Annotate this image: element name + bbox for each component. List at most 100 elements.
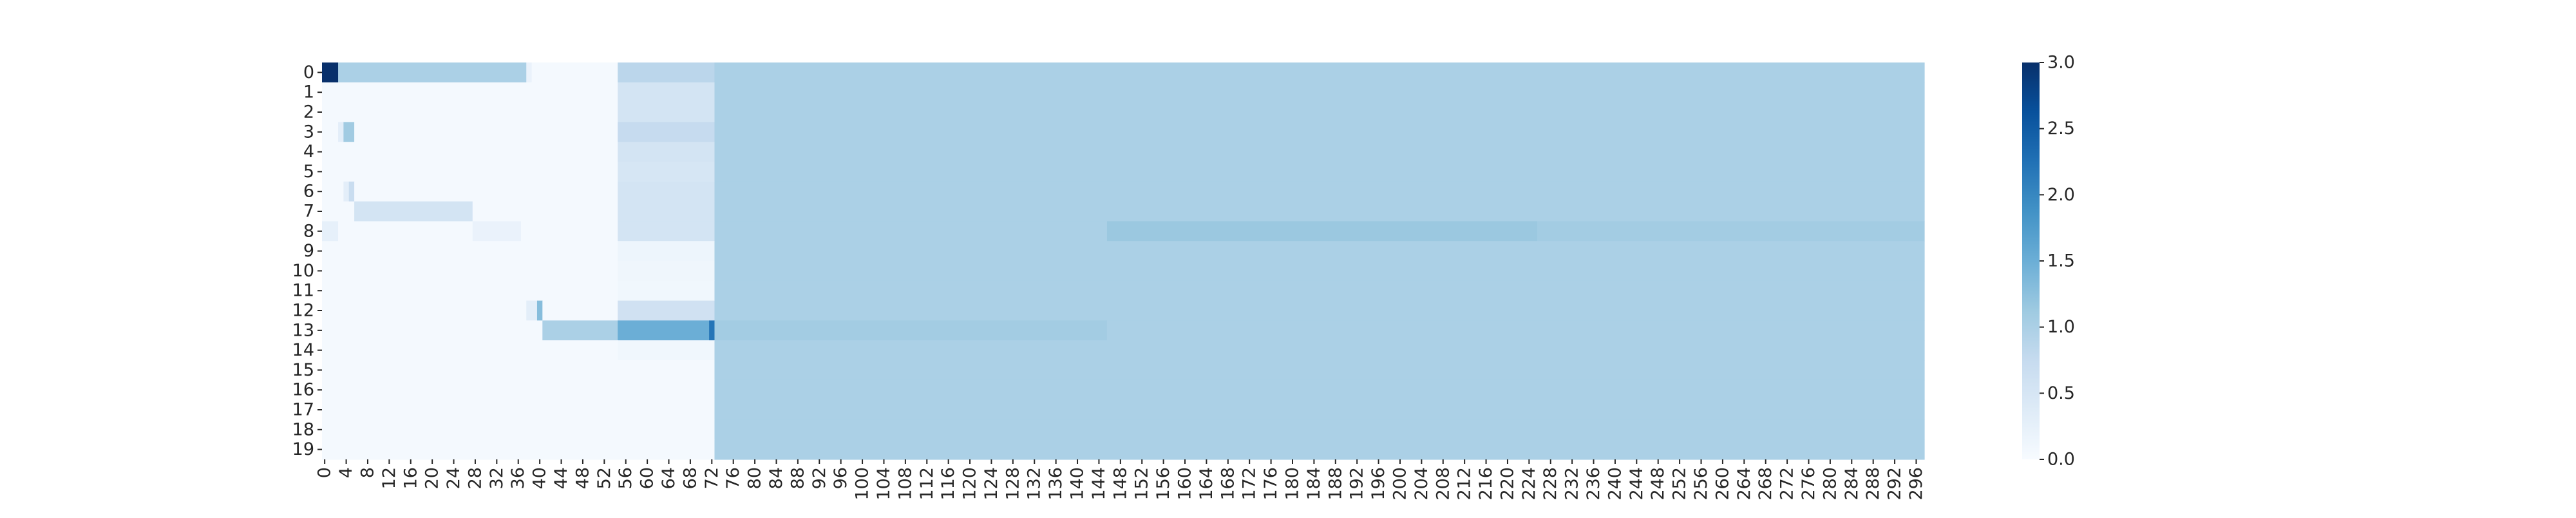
heatmap-cell xyxy=(322,162,618,182)
x-tick-label: 108 xyxy=(895,467,915,501)
x-tick-label: 116 xyxy=(938,467,958,501)
x-tick-label: 176 xyxy=(1261,467,1281,501)
heatmap-cell xyxy=(472,221,522,242)
heatmap-cell xyxy=(526,300,538,321)
y-tick-label: 17 xyxy=(292,400,314,420)
heatmap-cell xyxy=(618,221,715,242)
x-tick-label: 192 xyxy=(1347,467,1367,501)
heatmap-cell xyxy=(322,379,715,401)
x-tick-label: 164 xyxy=(1197,467,1217,501)
heatmap-cell xyxy=(322,181,344,202)
heatmap-cell xyxy=(354,122,618,142)
heatmap-cell xyxy=(714,181,1925,202)
heatmap-cell xyxy=(322,340,618,361)
heatmap-cell xyxy=(354,181,618,202)
x-tick-label: 128 xyxy=(1003,467,1023,501)
heatmap-cell xyxy=(322,62,339,83)
x-tick-label: 24 xyxy=(444,467,464,489)
x-tick-label: 252 xyxy=(1670,467,1690,501)
x-tick-label: 188 xyxy=(1325,467,1345,501)
x-tick-label: 240 xyxy=(1605,467,1625,501)
colorbar xyxy=(2022,62,2040,459)
x-tick-label: 296 xyxy=(1906,467,1926,501)
x-tick-label: 152 xyxy=(1132,467,1152,501)
x-tick-label: 280 xyxy=(1820,467,1840,501)
x-tick-label: 40 xyxy=(530,467,550,489)
heatmap-cell xyxy=(322,82,618,103)
heatmap-cell xyxy=(542,320,618,341)
heatmap-cell xyxy=(536,300,543,321)
heatmap-cell xyxy=(322,360,715,381)
x-tick-label: 96 xyxy=(831,467,851,489)
heatmap-cell xyxy=(1106,320,1925,341)
x-tick-label: 100 xyxy=(853,467,873,501)
x-tick-label: 36 xyxy=(508,467,528,489)
y-tick-label: 3 xyxy=(303,122,314,142)
heatmap-cell xyxy=(343,181,350,202)
heatmap-cell xyxy=(338,62,527,83)
heatmap-cell xyxy=(714,142,1925,162)
heatmap-cell xyxy=(714,162,1925,182)
heatmap-cell xyxy=(618,340,715,361)
x-tick-label: 156 xyxy=(1153,467,1173,501)
x-tick-label: 184 xyxy=(1304,467,1324,501)
x-tick-label: 232 xyxy=(1562,467,1582,501)
heatmap-cell xyxy=(714,439,1925,460)
heatmap-cell xyxy=(714,419,1925,440)
colorbar-tick-label: 1.5 xyxy=(2047,251,2075,271)
heatmap-cell xyxy=(472,201,618,222)
x-tick-label: 172 xyxy=(1240,467,1260,501)
heatmap-cell xyxy=(618,102,715,122)
colorbar-tick-label: 2.0 xyxy=(2047,185,2075,205)
y-tick-label: 12 xyxy=(292,301,314,321)
x-tick-label: 32 xyxy=(487,467,507,489)
heatmap-cell xyxy=(531,62,618,83)
x-tick-label: 104 xyxy=(874,467,894,501)
heatmap-cell xyxy=(714,122,1925,142)
heatmap-cell xyxy=(338,122,344,142)
x-tick-label: 20 xyxy=(422,467,442,489)
heatmap-cell xyxy=(618,241,715,262)
x-tick-label: 224 xyxy=(1519,467,1539,501)
colorbar-gradient xyxy=(2022,62,2040,459)
heatmap-cell xyxy=(322,399,715,420)
y-tick-label: 14 xyxy=(292,340,314,360)
x-tick-label: 200 xyxy=(1390,467,1410,501)
x-tick-label: 92 xyxy=(810,467,829,489)
colorbar-axis: 0.0 0.5 1.0 1.5 2.0 2.5 3.0 xyxy=(2040,53,2075,470)
heatmap-cell xyxy=(714,280,1925,302)
x-tick-label: 264 xyxy=(1734,467,1754,501)
x-tick-label: 140 xyxy=(1068,467,1088,501)
x-tick-label: 276 xyxy=(1799,467,1819,501)
x-tick-label: 220 xyxy=(1497,467,1517,501)
y-tick-label: 10 xyxy=(292,261,314,281)
heatmap-cell xyxy=(322,241,618,262)
x-tick-label: 236 xyxy=(1584,467,1604,501)
heatmap-cell xyxy=(322,300,527,321)
heatmap-cell xyxy=(322,419,715,440)
heatmap-cell xyxy=(322,261,618,282)
heatmap-cell xyxy=(618,82,715,103)
y-tick-label: 15 xyxy=(292,360,314,380)
y-tick-label: 4 xyxy=(303,142,314,162)
x-tick-label: 212 xyxy=(1455,467,1475,501)
heatmap-cell xyxy=(343,122,355,142)
heatmap-cell xyxy=(714,300,1925,321)
y-tick-label: 2 xyxy=(303,102,314,122)
x-tick-label: 268 xyxy=(1756,467,1776,501)
colorbar-tick-label: 3.0 xyxy=(2047,53,2075,73)
heatmap-cell xyxy=(714,82,1925,103)
heatmap-cell xyxy=(714,62,1925,83)
y-tick-label: 6 xyxy=(303,182,314,202)
x-tick-label: 272 xyxy=(1777,467,1797,501)
y-tick-label: 1 xyxy=(303,82,314,102)
x-tick-label: 44 xyxy=(551,467,571,489)
heatmap-cell xyxy=(348,181,355,202)
x-tick-label: 256 xyxy=(1691,467,1711,501)
y-tick-label: 9 xyxy=(303,241,314,261)
x-tick-label: 16 xyxy=(401,467,421,489)
x-tick-label: 136 xyxy=(1046,467,1066,501)
y-tick-label: 19 xyxy=(292,439,314,459)
x-tick-label: 228 xyxy=(1540,467,1560,501)
